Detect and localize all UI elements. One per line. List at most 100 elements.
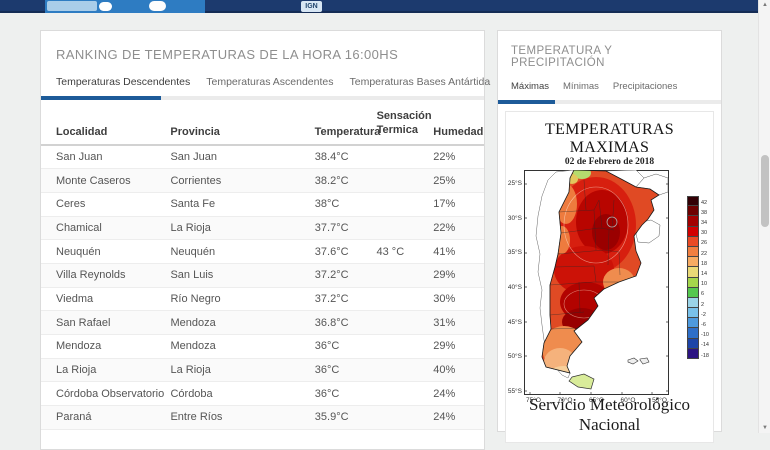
colorbar-cell: -10 (687, 328, 713, 339)
tab-minimas[interactable]: Mínimas (563, 81, 599, 92)
latitude-labels: 25°S 30°S 35°S 40°S 45°S 50°S 55°S (506, 170, 522, 395)
colorbar-swatch (687, 196, 699, 207)
colorbar-swatch (687, 236, 699, 247)
latitude-label: 25°S (507, 180, 522, 187)
cloud-icon (99, 2, 112, 11)
tab-track (498, 100, 721, 104)
cell-localidad: La Rioja (56, 364, 97, 377)
cell-humedad: 29% (433, 340, 456, 353)
cell-temperatura: 38.4°C (314, 150, 349, 163)
colorbar-cell: 10 (687, 277, 713, 288)
colorbar-swatch (687, 308, 699, 319)
colorbar-swatch (687, 328, 699, 339)
column-header-temperatura: Temperatura (314, 125, 381, 138)
navbar-badge[interactable] (47, 1, 97, 11)
column-header-localidad: Localidad (56, 125, 108, 138)
ranking-panel: RANKING DE TEMPERATURAS DE LA HORA 16:00… (40, 30, 490, 450)
table-row: Chamical La Rioja 37.7°C 22% (41, 216, 484, 241)
tab-maximas[interactable]: Máximas (511, 81, 550, 92)
cell-localidad: Viedma (56, 292, 94, 305)
colorbar-value: 34 (701, 220, 708, 227)
latitude-label: 30°S (507, 214, 522, 222)
colorbar-swatch (687, 348, 699, 359)
colorbar-value: 26 (701, 240, 708, 247)
colorbar-swatch (687, 257, 699, 268)
colorbar-cell: 6 (687, 287, 713, 298)
colorbar-cell: 30 (687, 226, 713, 237)
cell-provincia: Mendoza (170, 340, 216, 353)
cell-temperatura: 36.8°C (314, 316, 349, 329)
cell-localidad: Paraná (56, 411, 92, 424)
cell-temperatura: 37.2°C (314, 292, 349, 305)
colorbar-cell: -6 (687, 318, 713, 329)
table-row: Villa Reynolds San Luis 37.2°C 29% (41, 263, 484, 288)
cell-localidad: Córdoba Observatorio (56, 387, 165, 400)
colorbar-value: 22 (701, 250, 708, 257)
colorbar-value: -10 (701, 332, 709, 339)
colorbar-value: -2 (701, 311, 706, 318)
latitude-label: 35°S (507, 249, 522, 257)
cell-localidad: San Rafael (56, 316, 111, 329)
table-row: Ceres Santa Fe 38°C 17% (41, 193, 484, 217)
scroll-down-icon[interactable]: ▼ (762, 425, 768, 431)
contour-ring (606, 216, 618, 228)
page-scrollbar[interactable]: ▲ ▼ (758, 0, 770, 433)
active-tab-indicator (41, 96, 161, 100)
cell-localidad: San Juan (56, 150, 103, 163)
cell-humedad: 29% (433, 269, 456, 282)
longitude-label: 55°O (652, 397, 667, 404)
cell-temperatura: 36°C (314, 364, 340, 377)
colorbar-value: -14 (701, 342, 709, 349)
table-row: La Rioja La Rioja 36°C 40% (41, 358, 484, 383)
colorbar-value: 18 (701, 260, 708, 267)
colorbar-cell: 2 (687, 297, 713, 309)
tab-track (41, 96, 484, 100)
colorbar-value: 6 (701, 291, 705, 298)
cell-temperatura: 37.6°C (314, 245, 349, 258)
table-body: San Juan San Juan 38.4°C 22% Monte Caser… (41, 146, 484, 430)
colorbar-cell: -14 (687, 338, 713, 349)
scrollbar-thumb[interactable] (761, 155, 769, 227)
colorbar-swatch (687, 318, 699, 329)
cell-localidad: Monte Caseros (56, 174, 131, 187)
map-title: TEMPERATURAS MAXIMAS (545, 121, 674, 156)
temperature-map-image: TEMPERATURAS MAXIMAS 02 de Febrero de 20… (505, 111, 714, 443)
cell-localidad: Mendoza (56, 340, 102, 353)
longitude-label: 65°O (589, 397, 604, 404)
colorbar-cell: 18 (687, 257, 713, 268)
colorbar-value: 10 (701, 281, 708, 288)
cell-provincia: Corrientes (170, 174, 222, 187)
tab-precipitaciones[interactable]: Precipitaciones (612, 81, 678, 92)
colorbar-cell: 14 (687, 267, 713, 278)
colorbar-swatch (687, 277, 699, 288)
ign-logo-badge[interactable]: IGN (301, 1, 322, 12)
table-header: Localidad Provincia Temperatura Sensació… (41, 100, 484, 146)
scroll-up-icon[interactable]: ▲ (762, 2, 768, 8)
top-navbar: IGN (0, 0, 770, 13)
colorbar-value: 30 (701, 230, 708, 237)
colorbar-cell: 22 (687, 246, 713, 258)
cell-provincia: La Rioja (170, 221, 211, 234)
column-header-provincia: Provincia (170, 125, 220, 138)
argentina-outline (541, 170, 660, 374)
cell-humedad: 17% (433, 198, 456, 211)
cell-humedad: 22% (433, 221, 456, 234)
map-date: 02 de Febrero de 2018 (564, 157, 655, 167)
colorbar-cell: 42 (687, 196, 713, 207)
tab-temperaturas-bases-antartida[interactable]: Temperaturas Bases Antártida (349, 76, 491, 88)
colorbar-swatch (687, 216, 699, 227)
ranking-panel-title: RANKING DE TEMPERATURAS DE LA HORA 16:00… (56, 47, 399, 62)
colorbar-swatch (687, 267, 699, 278)
column-header-humedad: Humedad (433, 125, 484, 138)
tab-temperaturas-descendentes[interactable]: Temperaturas Descendentes (56, 76, 191, 88)
malvinas-island (627, 357, 639, 365)
cell-sensacion: 43 °C (376, 245, 405, 258)
latitude-label: 55°S (507, 387, 522, 395)
tab-temperaturas-ascendentes[interactable]: Temperaturas Ascendentes (206, 76, 334, 88)
cell-humedad: 41% (433, 245, 456, 258)
temperature-precipitation-panel: TEMPERATURA Y PRECIPITACIÓN Máximas Míni… (497, 30, 722, 443)
table-row: Viedma Río Negro 37.2°C 30% (41, 288, 484, 312)
cell-provincia: La Rioja (170, 364, 211, 377)
latitude-label: 50°S (507, 353, 522, 361)
cell-temperatura: 36°C (314, 340, 340, 353)
